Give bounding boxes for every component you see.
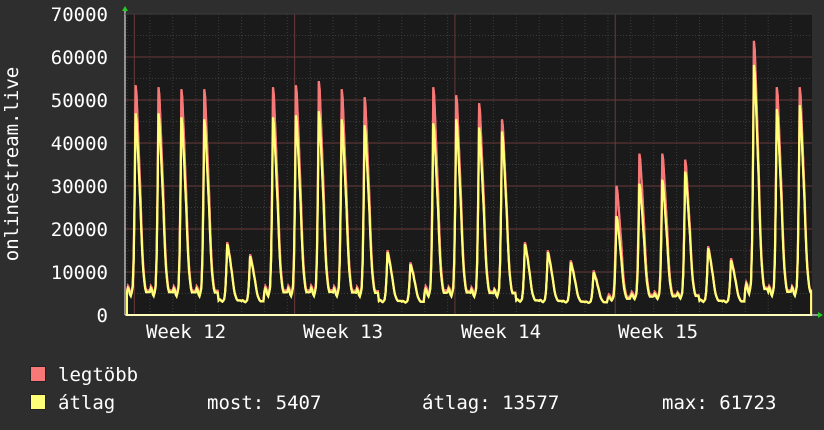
stat-now: most: 5407	[207, 392, 322, 414]
y-tick-label: 70000	[51, 4, 108, 26]
y-tick-label: 50000	[51, 90, 108, 112]
x-tick-label: Week 15	[618, 321, 698, 343]
x-axis-arrow-icon	[818, 312, 823, 318]
y-tick-label: 0	[97, 305, 108, 327]
y-tick-labels: 0 10000 20000 30000 40000 50000 60000 70000	[51, 4, 108, 327]
stat-avg: átlag: 13577	[422, 392, 560, 414]
x-tick-labels: Week 12 Week 13 Week 14 Week 15	[146, 321, 698, 343]
series-path-atlag	[125, 64, 812, 305]
y-tick-label: 40000	[51, 133, 108, 155]
legend-label-legtobb: legtöbb	[58, 364, 139, 386]
legend-swatch-legtobb	[30, 365, 46, 382]
series-atlag	[125, 64, 813, 316]
x-tick-label: Week 14	[461, 321, 541, 343]
y-tick-label: 10000	[51, 262, 108, 284]
legend-item-legtobb: legtöbb	[30, 362, 820, 390]
y-axis-label: onlinestream.live	[1, 67, 23, 261]
y-axis-arrow-icon	[122, 6, 128, 11]
legend-label-atlag: átlag	[58, 392, 116, 414]
legend-item-atlag: átlag most: 5407 átlag: 13577 max: 61723	[30, 390, 820, 418]
axes	[122, 6, 823, 318]
legend-swatch-atlag	[30, 393, 46, 410]
legend: legtöbb átlag most: 5407 átlag: 13577 ma…	[30, 362, 820, 418]
x-tick-label: Week 13	[303, 321, 383, 343]
y-tick-label: 20000	[51, 219, 108, 241]
x-tick-label: Week 12	[146, 321, 226, 343]
stat-max: max: 61723	[662, 392, 777, 414]
y-tick-label: 60000	[51, 47, 108, 69]
y-tick-label: 30000	[51, 176, 108, 198]
